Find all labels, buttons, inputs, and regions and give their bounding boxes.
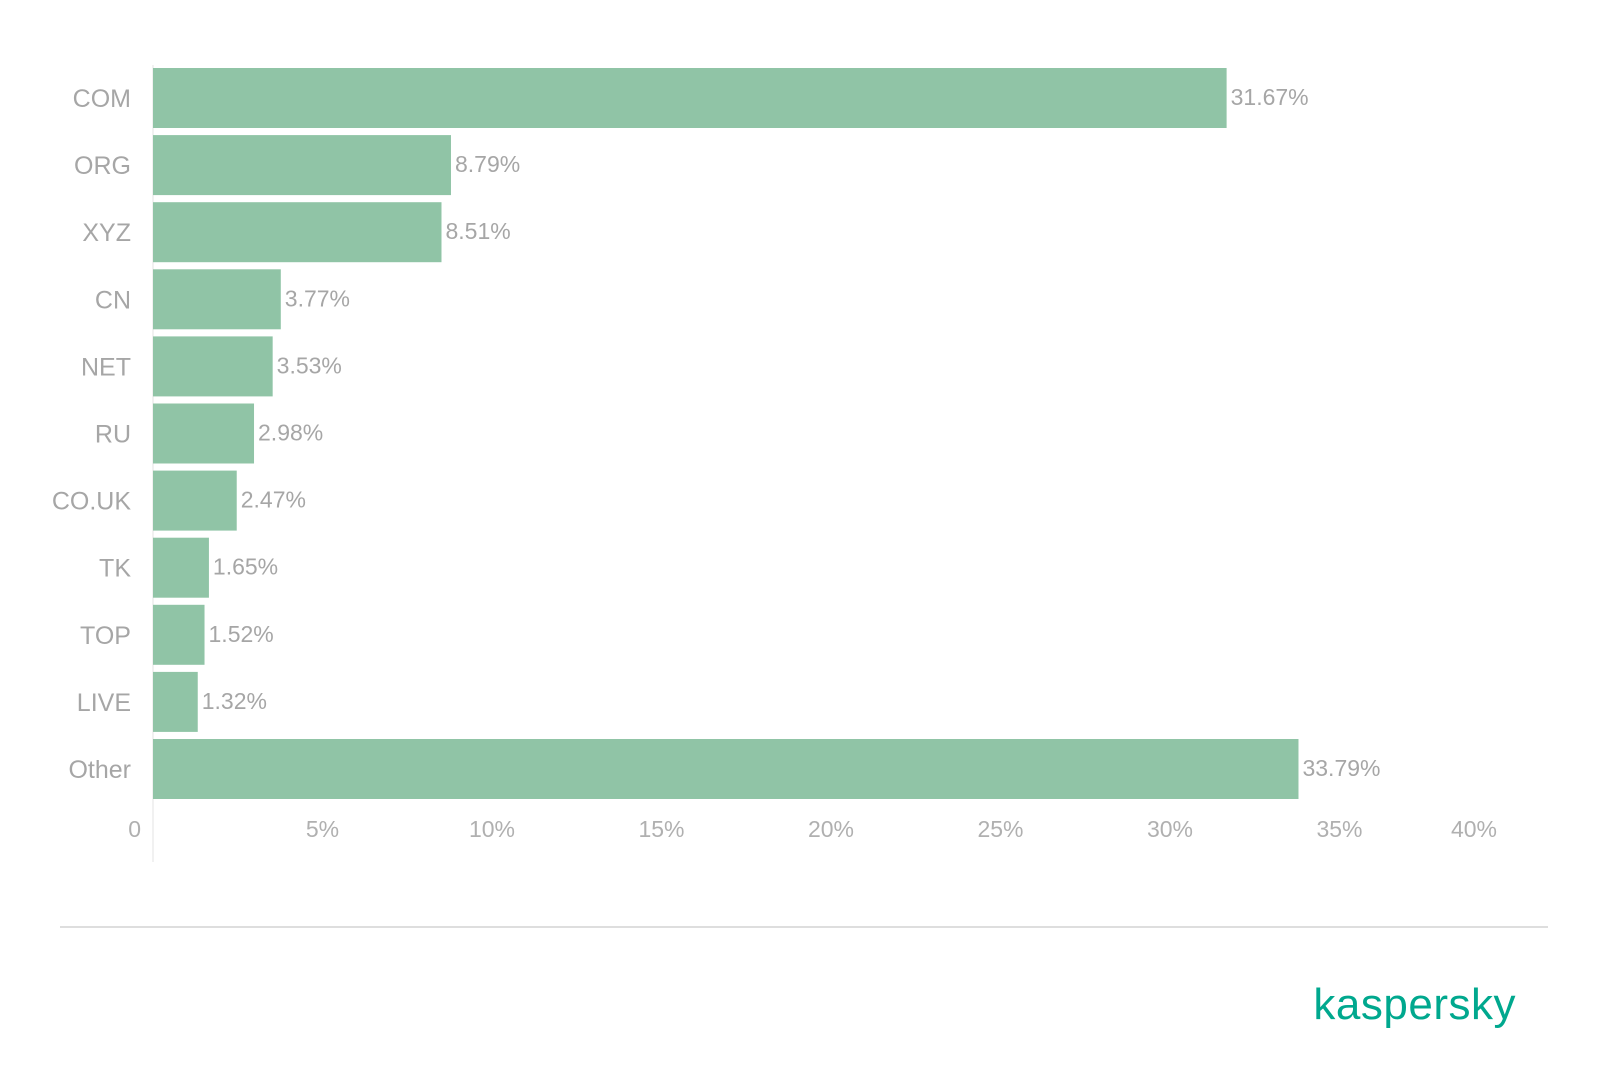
value-label: 33.79% [1302,755,1380,781]
bar-chart: COM ORG XYZ CN NET RU CO.UK TK TOP LIVE Other 31.6… [52,65,1497,862]
bar-top [153,604,205,665]
x-tick-label: 25% [977,816,1023,842]
x-tick-label: 20% [808,816,854,842]
value-label: 31.67% [1231,84,1309,110]
bar-live [153,671,198,732]
x-tick-label: 10% [469,816,515,842]
value-label: 8.51% [445,218,510,244]
category-label: COM [73,85,131,113]
category-label: NET [81,353,131,381]
x-tick-label: 5% [306,816,339,842]
category-label: CN [95,286,131,314]
x-tick-label: 40% [1451,816,1497,842]
value-label: 3.77% [285,285,350,311]
bar-other [153,739,1299,799]
category-labels: COM ORG XYZ CN NET RU CO.UK TK TOP LIVE Other [52,85,132,784]
bar-tk [153,537,209,598]
value-label: 8.79% [455,151,520,177]
category-label: TOP [80,622,131,650]
value-label: 1.65% [213,554,278,580]
bar-org [153,135,451,196]
x-tick-label: 35% [1316,816,1362,842]
x-axis-ticks: 0 5% 10% 15% 20% 25% 30% 35% 40% [128,816,1497,842]
value-labels: 31.67% 8.79% 8.51% 3.77% 3.53% 2.98% 2.47% 1.65… [202,84,1381,781]
x-tick-label: 0 [128,816,141,842]
category-label: LIVE [77,689,131,717]
category-label: Other [68,756,131,784]
value-label: 2.47% [241,487,306,513]
bar-ru [153,403,255,464]
category-label: CO.UK [52,488,132,516]
x-tick-label: 15% [638,816,684,842]
bars-group [153,68,1299,799]
bar-net [153,336,273,397]
footer-divider [60,926,1548,928]
category-label: ORG [74,152,131,180]
value-label: 3.53% [277,352,342,378]
bar-xyz [153,202,442,263]
value-label: 2.98% [258,420,323,446]
category-label: TK [99,555,131,583]
value-label: 1.52% [209,621,274,647]
bar-cn [153,269,281,330]
bar-com [153,68,1227,128]
kaspersky-logo: kaspersky [1313,980,1516,1029]
bar-co-uk [153,470,237,531]
category-label: XYZ [82,219,131,247]
x-tick-label: 30% [1147,816,1193,842]
category-label: RU [95,421,131,449]
value-label: 1.32% [202,688,267,714]
